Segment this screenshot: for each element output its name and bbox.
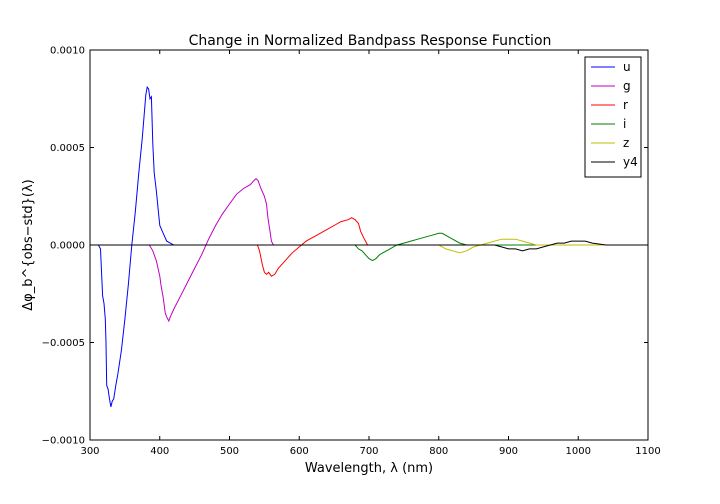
legend-label-i: i [623,117,626,131]
series-line-g [90,178,648,323]
x-tick-label: 600 [290,446,309,457]
legend-label-u: u [623,60,631,74]
x-axis-label: Wavelength, λ (nm) [305,461,433,476]
legend-label-y4: y4 [623,155,638,169]
series-line-z [90,238,648,254]
legend-label-g: g [623,79,631,93]
y-axis-label: Δφ_b^{obs−std}(λ) [21,179,36,311]
legend-label-z: z [623,136,629,150]
x-tick-label: 700 [359,446,378,457]
y-tick-label: 0.0005 [50,143,85,154]
series-layer [90,85,648,408]
x-axis: 300 400 500 600 700 800 900 1000 1100 [80,50,661,457]
x-tick-label: 400 [150,446,169,457]
series-line-i [90,232,648,262]
x-tick-label: 1000 [566,446,591,457]
x-tick-label: 800 [429,446,448,457]
legend-box [584,56,642,178]
x-tick-label: 900 [499,446,518,457]
series-line-r [90,217,648,277]
y-axis: −0.0010 −0.0005 0.0000 0.0005 0.0010 [42,46,648,447]
x-tick-label: 500 [220,446,239,457]
series-line-u [90,85,648,408]
y-tick-label: 0.0010 [50,46,85,57]
x-tick-label: 1100 [635,446,660,457]
chart-title: Change in Normalized Bandpass Response F… [189,33,552,49]
y-tick-label: −0.0010 [42,436,85,447]
series-line-y4 [90,240,648,252]
x-tick-label: 300 [80,446,99,457]
legend-label-r: r [623,98,628,112]
y-tick-label: −0.0005 [42,338,85,349]
y-tick-label: 0.0000 [50,241,85,252]
